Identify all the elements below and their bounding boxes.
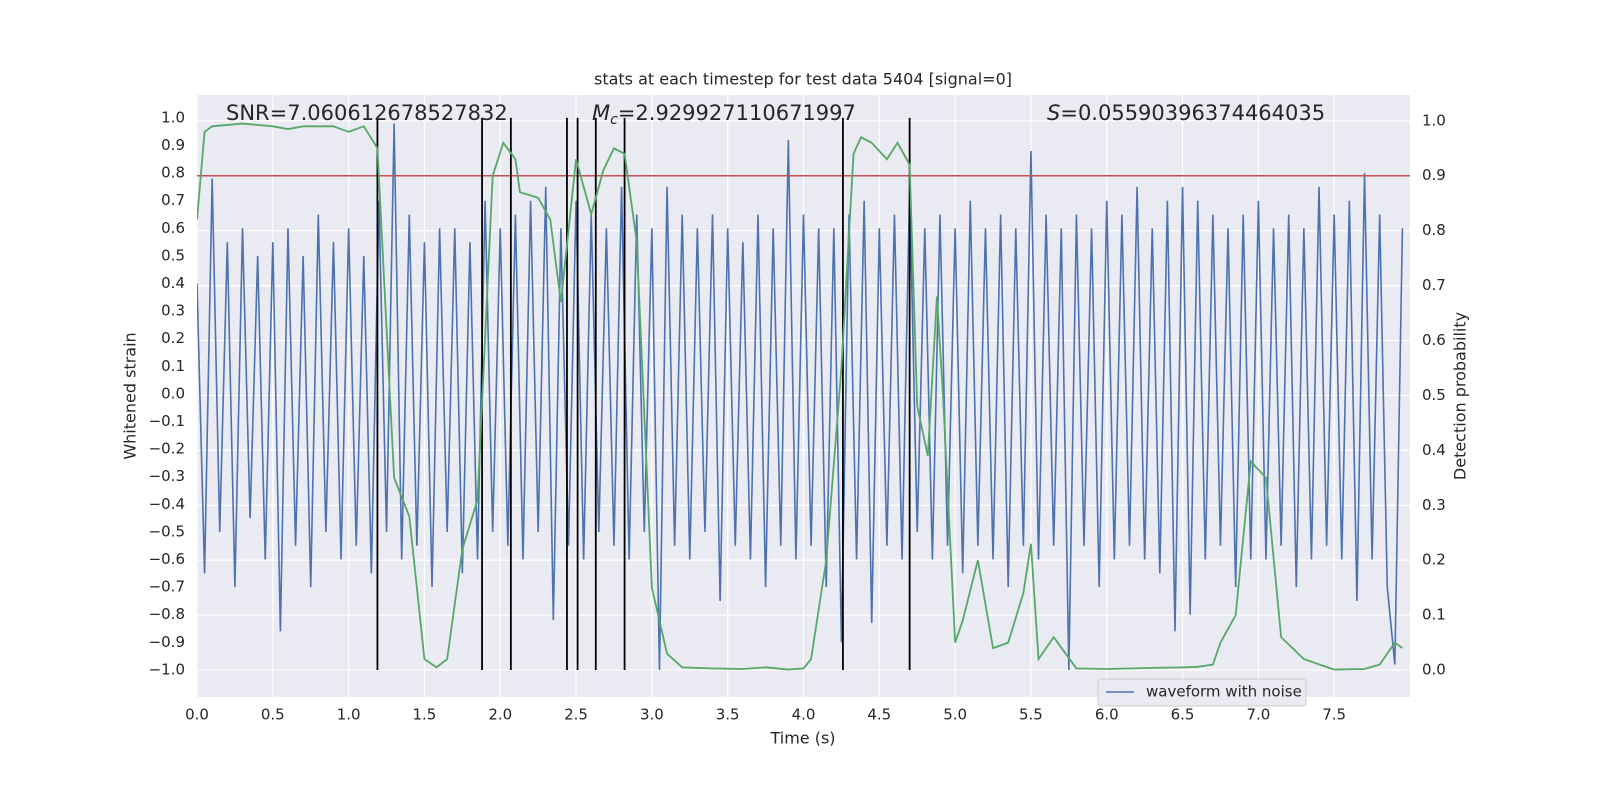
x-tick-label: 7.0 xyxy=(1246,706,1270,724)
y-tick-label: 0.7 xyxy=(161,191,185,209)
waveform-line xyxy=(197,123,1404,670)
y-tick-label: −0.5 xyxy=(149,522,185,540)
y-tick-label: 0.5 xyxy=(161,246,185,264)
y-tick-label: 0.3 xyxy=(161,302,185,320)
x-tick-label: 5.0 xyxy=(943,706,967,724)
legend-box xyxy=(1097,678,1307,707)
y2-tick-label: 0.4 xyxy=(1422,441,1446,459)
y-tick-label: 0.4 xyxy=(161,274,185,292)
x-tick-label: 2.0 xyxy=(488,706,512,724)
y-tick-label: −0.8 xyxy=(149,605,185,623)
x-tick-label: 7.5 xyxy=(1322,706,1346,724)
x-tick-label: 3.5 xyxy=(716,706,740,724)
annotation-text: SNR=7.060612678527832 xyxy=(226,101,508,125)
legend-label: waveform with noise xyxy=(1146,683,1302,701)
y-tick-label: 0.8 xyxy=(161,164,185,182)
y-axis-label: Whitened strain xyxy=(121,332,140,459)
x-tick-label: 1.5 xyxy=(413,706,437,724)
y2-tick-label: 0.1 xyxy=(1422,606,1446,624)
y2-tick-label: 1.0 xyxy=(1422,111,1446,129)
annotation-text: =2.929927110671997 xyxy=(618,101,856,125)
y-tick-label: −0.2 xyxy=(149,440,185,458)
annotation-symbol: M xyxy=(592,101,610,125)
x-axis-label: Time (s) xyxy=(769,729,835,748)
annotation: SNR=7.060612678527832 xyxy=(226,101,508,125)
legend: waveform with noise xyxy=(1097,678,1307,707)
y2-tick-label: 0.9 xyxy=(1422,166,1446,184)
chart-title: stats at each timestep for test data 540… xyxy=(594,70,1012,89)
x-tick-label: 5.5 xyxy=(1019,706,1043,724)
y-tick-label: 0.2 xyxy=(161,329,185,347)
x-tick-label: 4.5 xyxy=(867,706,891,724)
y-tick-label: −0.3 xyxy=(149,467,185,485)
y-tick-label: 0.1 xyxy=(161,357,185,375)
x-tick-label: 6.0 xyxy=(1095,706,1119,724)
y-tick-label: 0.0 xyxy=(161,384,185,402)
x-tick-label: 0.5 xyxy=(261,706,285,724)
annotation: Mc=2.929927110671997 xyxy=(592,101,856,128)
y2-tick-label: 0.6 xyxy=(1422,331,1446,349)
y-tick-label: 0.9 xyxy=(161,136,185,154)
y2-axis-label: Detection probability xyxy=(1451,312,1470,480)
y-tick-label: 0.6 xyxy=(161,219,185,237)
y2-tick-label: 0.0 xyxy=(1422,661,1446,679)
y-tick-label: −0.1 xyxy=(149,412,185,430)
y2-tick-label: 0.3 xyxy=(1422,496,1446,514)
probability-line xyxy=(197,122,1403,671)
y-tick-label: −0.9 xyxy=(149,633,185,651)
y2-tick-label: 0.7 xyxy=(1422,276,1446,294)
x-tick-label: 2.5 xyxy=(564,706,588,724)
y-tick-label: −0.7 xyxy=(149,578,185,596)
x-tick-label: 3.0 xyxy=(640,706,664,724)
y2-tick-label: 0.8 xyxy=(1422,221,1446,239)
y2-tick-label: 0.5 xyxy=(1422,386,1446,404)
y-tick-label: −0.6 xyxy=(149,550,185,568)
annotation: S=0.05590396374464035 xyxy=(1047,101,1325,125)
x-tick-label: 1.0 xyxy=(337,706,361,724)
x-tick-label: 4.0 xyxy=(792,706,816,724)
y2-tick-label: 0.2 xyxy=(1422,551,1446,569)
annotation-subscript: c xyxy=(610,112,618,128)
y-tick-label: −0.4 xyxy=(149,495,185,513)
y-tick-label: −1.0 xyxy=(149,660,185,678)
annotation-symbol: S xyxy=(1047,101,1060,125)
x-tick-label: 0.0 xyxy=(185,706,209,724)
y-tick-label: 1.0 xyxy=(161,108,185,126)
annotation-text: =0.05590396374464035 xyxy=(1060,101,1325,125)
x-tick-label: 6.5 xyxy=(1171,706,1195,724)
